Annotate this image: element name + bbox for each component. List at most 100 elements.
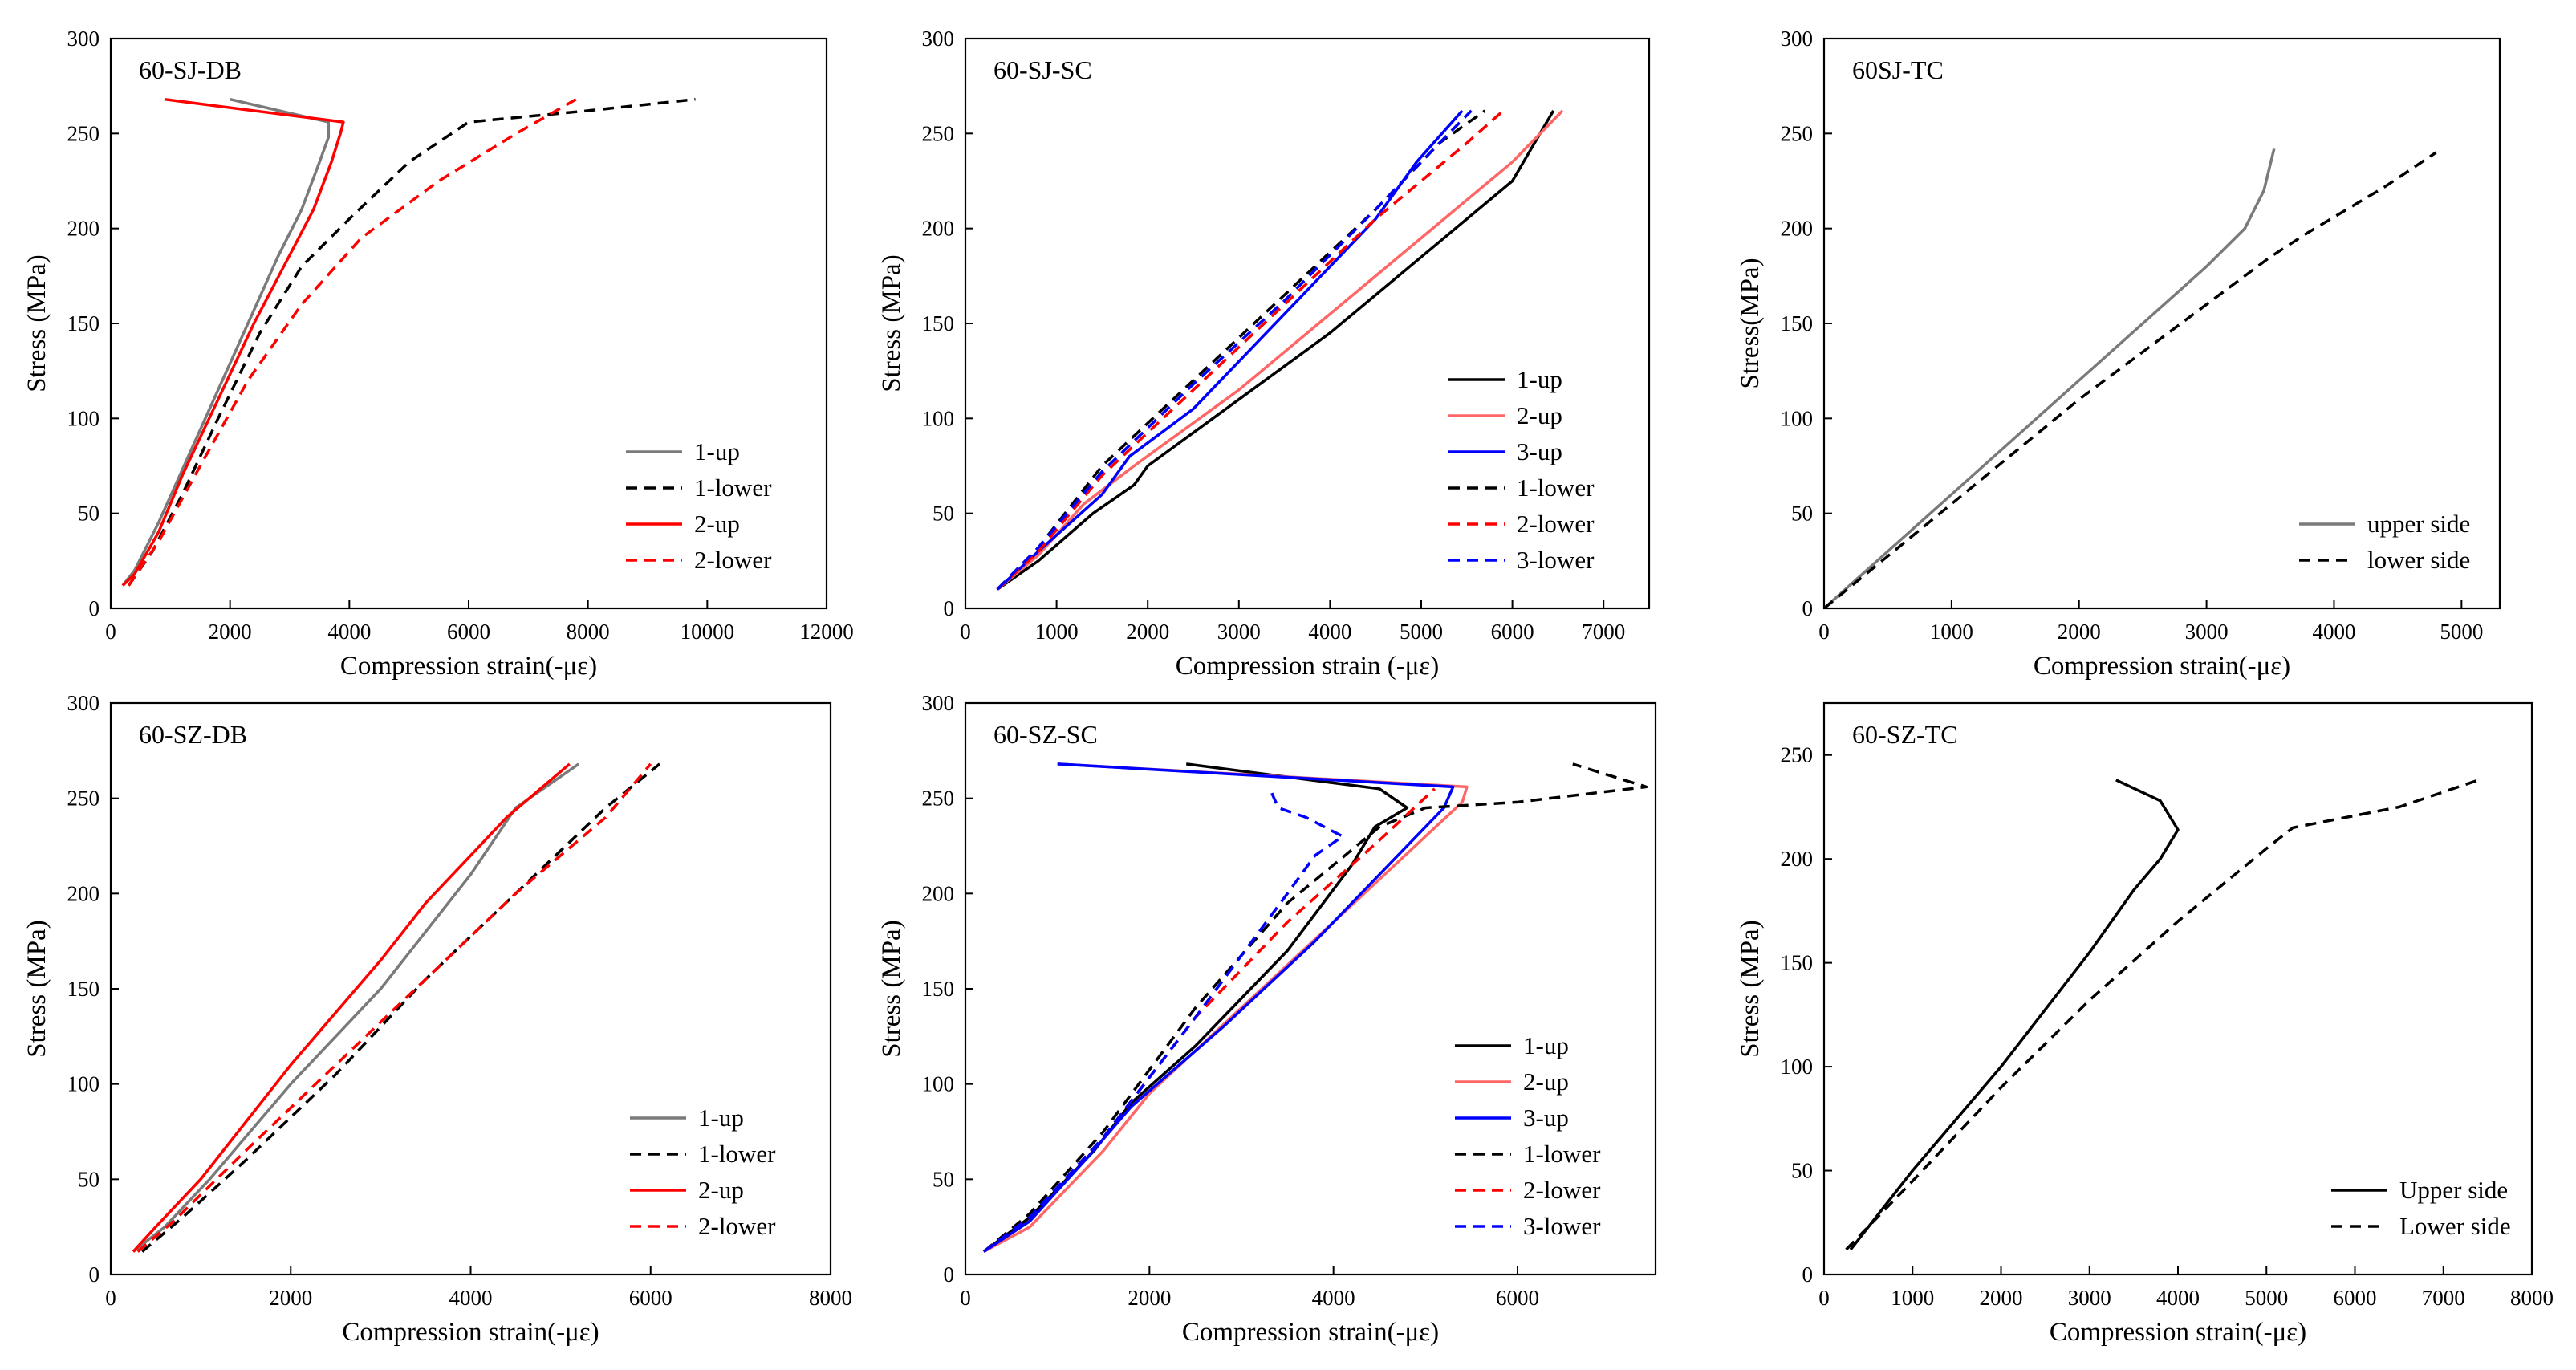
y-tick-label: 250: [67, 121, 100, 145]
legend-label: 1-up: [1523, 1031, 1569, 1059]
legend-label: 3-up: [1517, 437, 1562, 465]
series-line-4: [982, 762, 1648, 1253]
y-tick-label: 250: [922, 121, 955, 145]
x-axis-label: Compression strain(-με): [2050, 1318, 2306, 1347]
y-tick-label: 200: [922, 217, 955, 241]
x-tick-label: 4000: [327, 620, 371, 644]
legend-label: 2-up: [694, 510, 740, 538]
series-group: [996, 109, 1564, 591]
legend-label: Upper side: [2399, 1176, 2508, 1204]
x-tick-label: 5000: [2440, 620, 2483, 644]
y-tick-label: 50: [932, 502, 954, 526]
legend-label: 1-lower: [1517, 474, 1595, 502]
y-tick-label: 0: [89, 1262, 100, 1287]
series-line-3: [982, 762, 1455, 1253]
series-group: [132, 762, 661, 1253]
x-tick-label: 5000: [1400, 620, 1443, 644]
y-tick-label: 200: [1781, 847, 1814, 871]
x-tick-label: 4000: [1312, 1286, 1355, 1310]
legend-label: 2-lower: [1523, 1176, 1601, 1204]
panel-title: 60-SZ-SC: [993, 720, 1098, 749]
y-tick-label: 200: [1781, 217, 1814, 241]
y-tick-label: 150: [1781, 951, 1814, 975]
x-tick-label: 4000: [449, 1286, 493, 1310]
y-tick-label: 300: [1781, 26, 1814, 51]
x-tick-label: 4000: [2156, 1286, 2200, 1310]
x-tick-label: 0: [105, 1286, 116, 1310]
x-tick-label: 7000: [2422, 1286, 2465, 1310]
y-tick-label: 50: [1791, 1159, 1813, 1183]
x-tick-label: 6000: [2334, 1286, 2377, 1310]
series-line-1: [132, 762, 580, 1253]
y-tick-label: 150: [67, 311, 100, 335]
x-tick-label: 7000: [1582, 620, 1625, 644]
y-tick-label: 200: [922, 881, 955, 905]
series-line-3: [132, 762, 571, 1253]
x-tick-label: 12000: [799, 620, 854, 644]
y-tick-label: 250: [1781, 121, 1814, 145]
panel-title: 60-SZ-DB: [139, 720, 247, 749]
chart-panel-4: 0 2000 4000 6000 8000 0 50 100 150 200 250 300 Compr…: [22, 691, 852, 1347]
y-axis-label: Stress (MPa): [22, 920, 51, 1057]
y-tick-label: 0: [944, 596, 955, 620]
y-tick-label: 50: [932, 1167, 954, 1191]
legend-label: 3-lower: [1517, 546, 1595, 574]
x-tick-label: 2000: [2058, 620, 2101, 644]
series-line-2: [141, 762, 661, 1253]
series-line-6: [996, 109, 1473, 591]
y-tick-label: 300: [922, 26, 955, 51]
y-tick-label: 250: [1781, 743, 1814, 767]
series-group: [1845, 779, 2480, 1251]
x-tick-label: 1000: [1930, 620, 1973, 644]
y-tick-label: 300: [67, 691, 100, 715]
x-axis-label: Compression strain(-με): [2034, 652, 2290, 681]
x-tick-label: 2000: [209, 620, 252, 644]
x-tick-label: 2000: [1128, 1286, 1171, 1310]
y-tick-label: 250: [67, 787, 100, 811]
x-axis-label: Compression strain (-με): [1176, 652, 1440, 681]
y-tick-label: 100: [922, 406, 955, 430]
y-axis-label: Stress (MPa): [22, 254, 51, 392]
y-tick-label: 150: [922, 311, 955, 335]
x-tick-label: 3000: [2185, 620, 2229, 644]
series-line-2: [983, 762, 1469, 1254]
chart-panel-5: 0 2000 4000 6000 0 50 100 150 200 250 300 Compressi…: [877, 691, 1657, 1347]
y-axis-label: Stress (MPa): [877, 254, 906, 392]
legend-label: 2-up: [1523, 1067, 1569, 1096]
series-line-1: [1824, 148, 2276, 608]
x-tick-label: 2000: [1126, 620, 1169, 644]
x-axis-label: Compression strain(-με): [342, 1318, 599, 1347]
legend-label: 3-up: [1523, 1104, 1569, 1132]
y-tick-label: 100: [1781, 1055, 1814, 1079]
y-tick-label: 250: [922, 787, 955, 811]
x-tick-label: 0: [1818, 1286, 1830, 1310]
legend-label: Lower side: [2399, 1212, 2511, 1240]
y-tick-label: 200: [67, 881, 100, 905]
y-tick-label: 50: [1791, 502, 1813, 526]
y-tick-label: 100: [1781, 406, 1814, 430]
legend-label: 1-lower: [1523, 1140, 1601, 1168]
legend-label: 2-lower: [694, 546, 772, 574]
x-tick-label: 1000: [1035, 620, 1079, 644]
x-tick-label: 1000: [1891, 1286, 1934, 1310]
chart-panel-2: 0 1000 2000 3000 4000 5000 6000 7000 0 50 100 150 20…: [877, 26, 1651, 681]
series-line-4: [127, 98, 577, 587]
x-tick-label: 0: [105, 620, 116, 644]
x-tick-label: 2000: [1980, 1286, 2023, 1310]
legend-label: 1-up: [698, 1104, 744, 1132]
x-tick-label: 5000: [2245, 1286, 2288, 1310]
y-tick-label: 50: [78, 1167, 100, 1191]
panel-title: 60-SJ-SC: [993, 55, 1092, 84]
series-line-2: [1845, 779, 2480, 1251]
series-line-2: [1824, 151, 2437, 608]
y-tick-label: 0: [89, 596, 100, 620]
legend-label: 1-up: [1517, 365, 1562, 393]
legend-label: 2-up: [698, 1176, 744, 1204]
y-tick-label: 300: [67, 26, 100, 51]
series-line-4: [136, 762, 652, 1253]
y-tick-label: 100: [67, 406, 100, 430]
series-line-1: [121, 97, 331, 587]
y-tick-label: 100: [922, 1072, 955, 1096]
x-axis-label: Compression strain(-με): [340, 652, 597, 681]
